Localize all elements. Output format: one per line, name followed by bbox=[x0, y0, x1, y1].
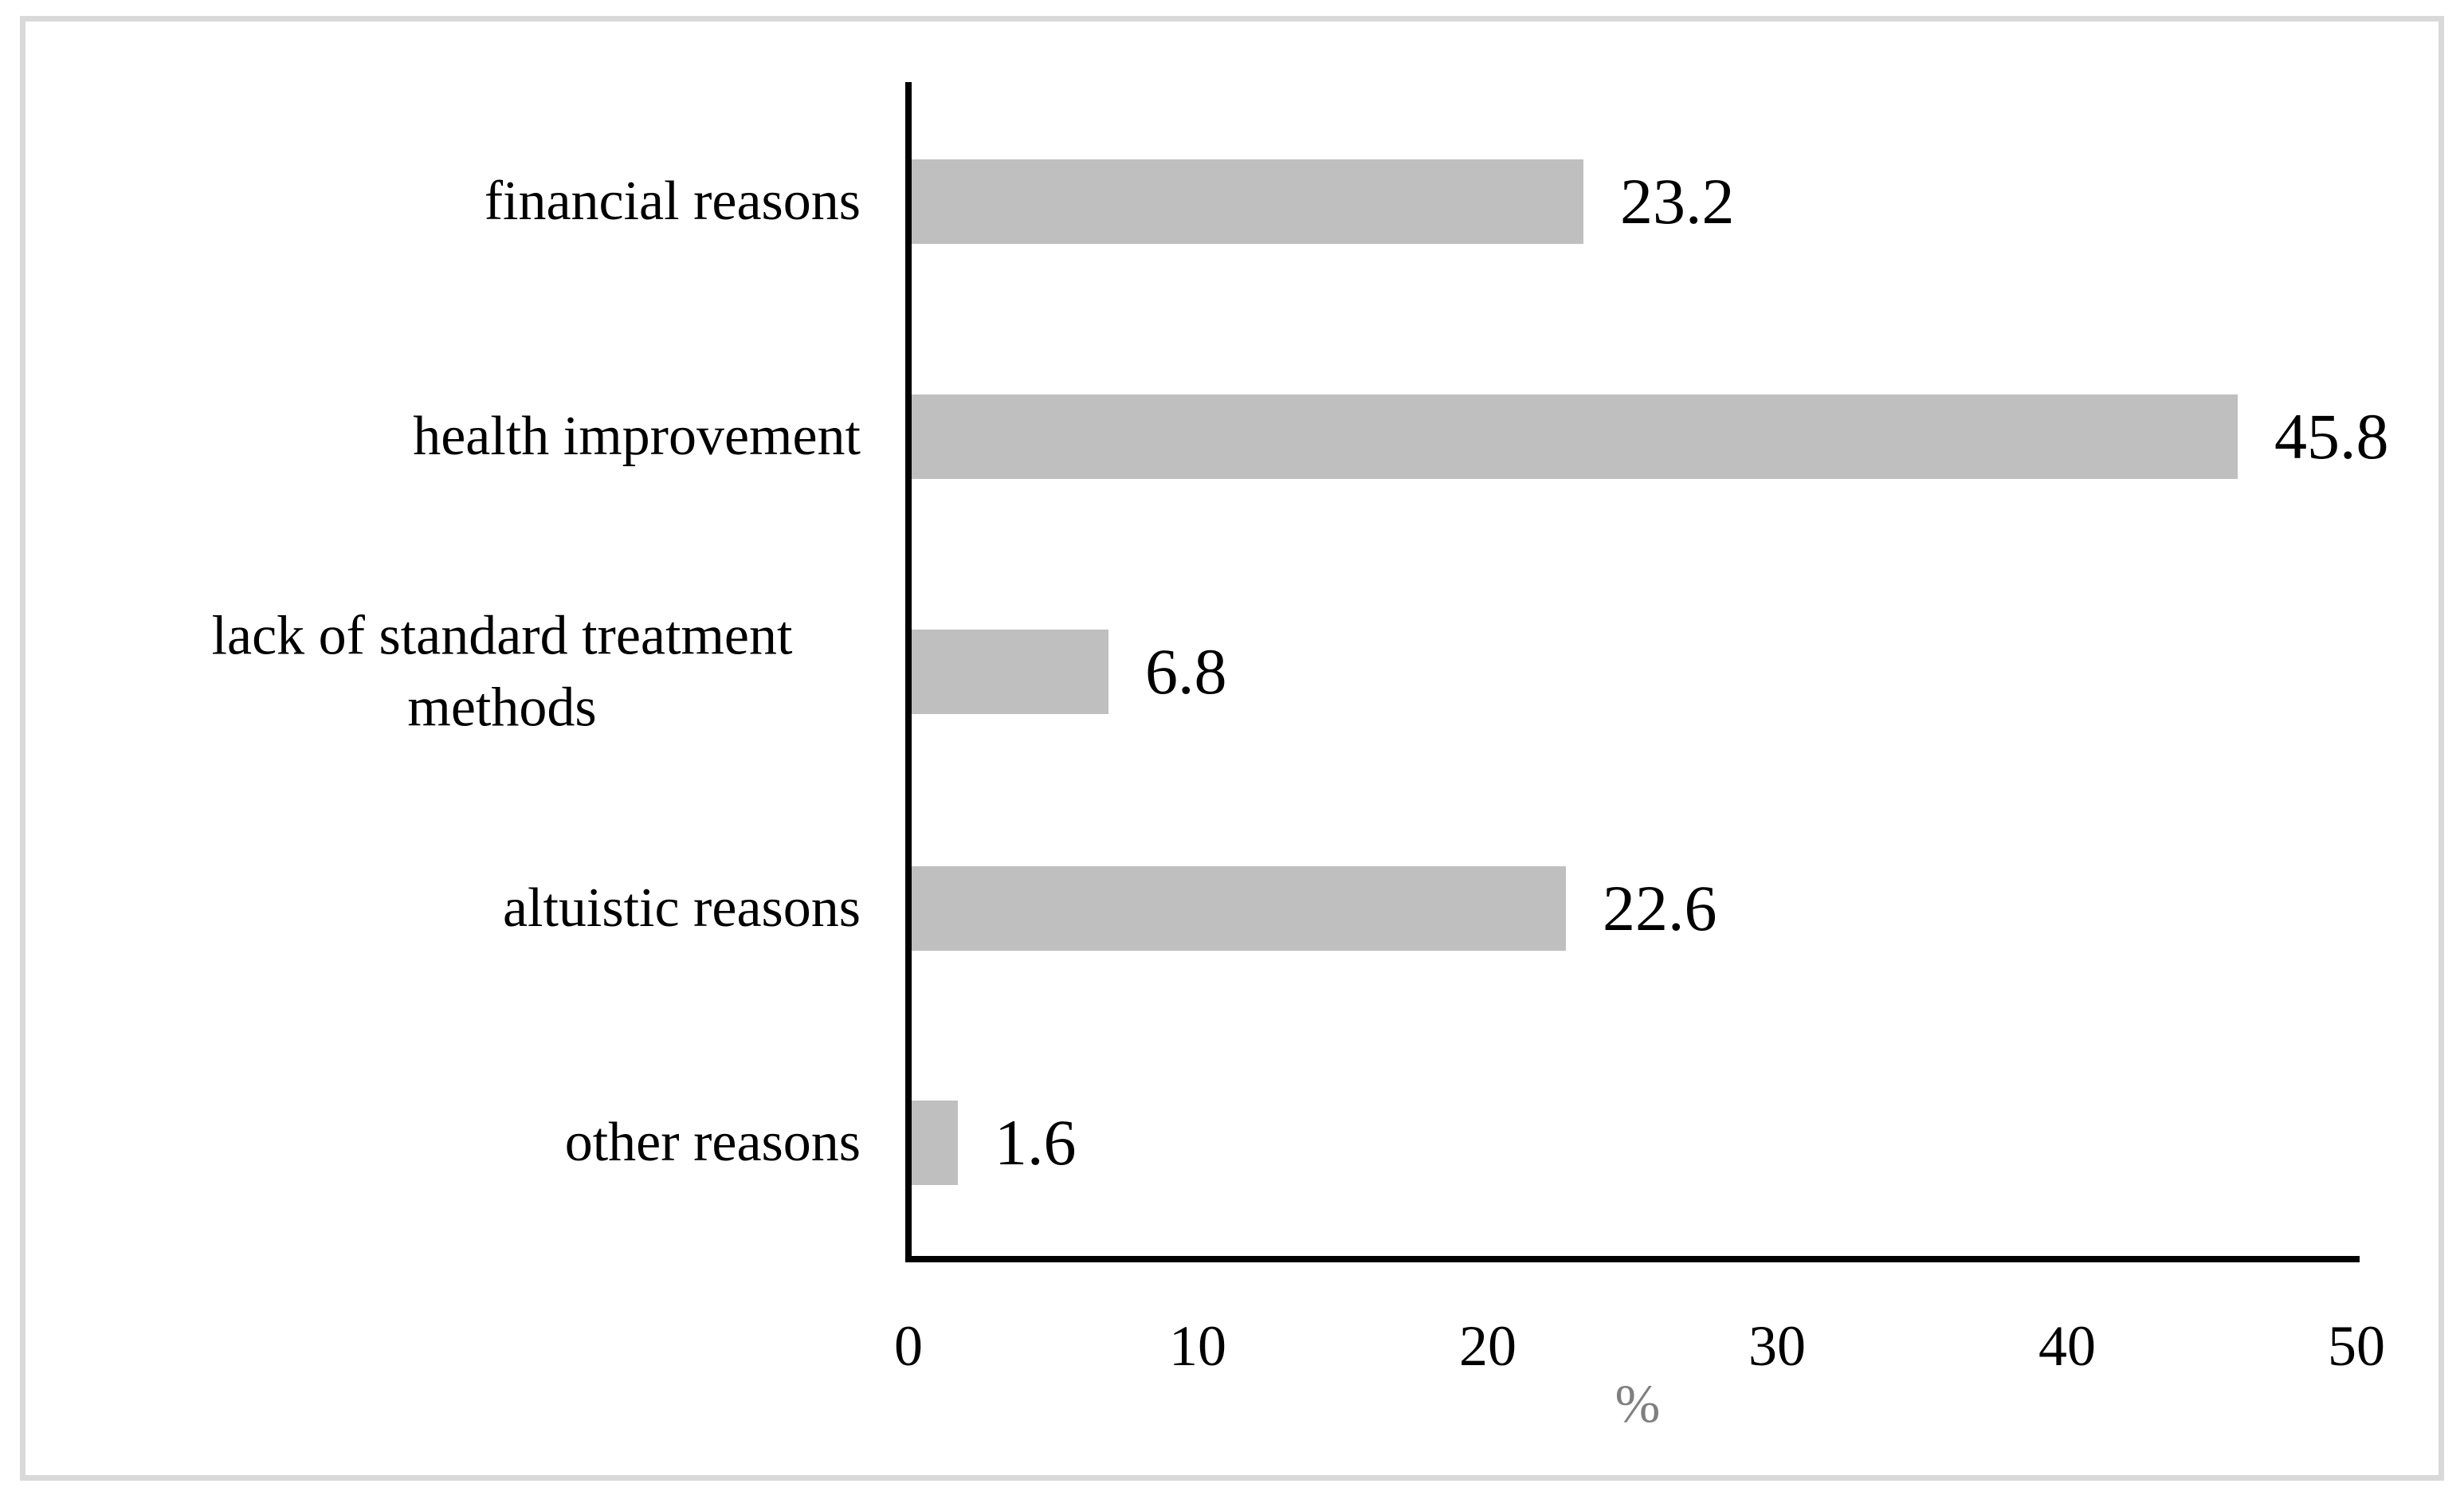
x-axis-title: % bbox=[1615, 1373, 1661, 1434]
x-tick-label: 50 bbox=[2328, 1314, 2385, 1378]
category-label: health improvement bbox=[413, 406, 861, 468]
x-axis-line bbox=[905, 1256, 2360, 1262]
value-label: 1.6 bbox=[995, 1106, 1077, 1179]
x-tick-label: 10 bbox=[1169, 1314, 1226, 1378]
chart-border-frame bbox=[20, 16, 2444, 1481]
x-tick-label: 30 bbox=[1748, 1314, 1806, 1378]
category-label: other reasons bbox=[564, 1112, 861, 1174]
bar bbox=[912, 630, 1108, 714]
bar bbox=[912, 1101, 958, 1185]
bar bbox=[912, 159, 1583, 244]
x-tick-label: 40 bbox=[2038, 1314, 2096, 1378]
bar bbox=[912, 866, 1566, 951]
value-label: 45.8 bbox=[2274, 400, 2389, 473]
category-label: altuistic reasons bbox=[502, 877, 861, 940]
category-label: financial reasons bbox=[484, 171, 861, 233]
bar bbox=[912, 394, 2238, 479]
y-axis-line bbox=[905, 82, 912, 1262]
x-tick-label: 20 bbox=[1459, 1314, 1516, 1378]
value-label: 6.8 bbox=[1145, 635, 1227, 708]
x-tick-label: 0 bbox=[894, 1314, 923, 1378]
category-label: lack of standard treatment methods bbox=[211, 605, 793, 738]
value-label: 23.2 bbox=[1620, 165, 1735, 237]
value-label: 22.6 bbox=[1603, 872, 1717, 944]
